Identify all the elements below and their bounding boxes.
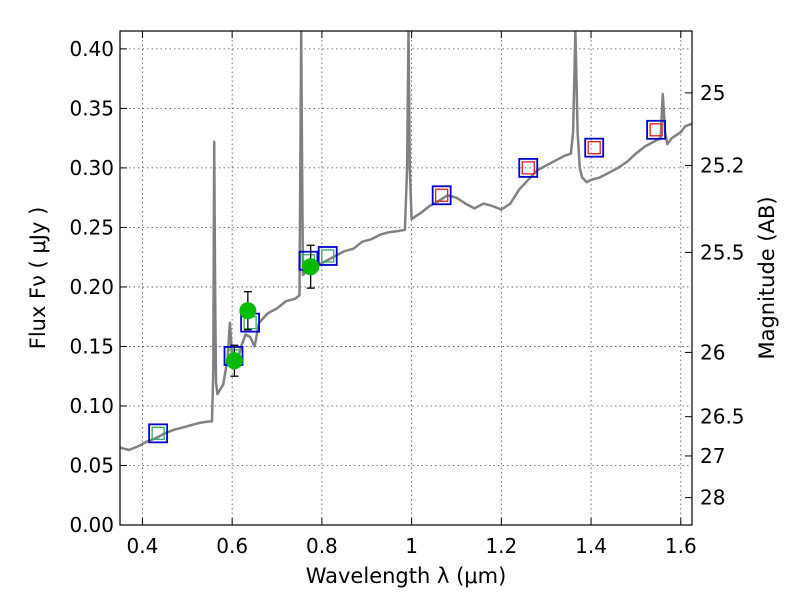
y-tick-label: 0.10 [69,394,114,418]
y-tick-label: 0.25 [69,215,114,239]
y2-tick-label: 25.2 [700,154,745,178]
model-boxes-layer [148,119,667,444]
y2-tick-label: 26 [700,340,725,364]
model-inner-marker [435,188,449,202]
model-inner-marker [649,123,663,137]
sed-spectrum-layer [120,31,692,452]
x-tick-label: 0.6 [216,534,248,558]
axis-ticks: 0.4 0.6 0.8 1 1.2 1.4 1.6 0.00 0.05 0.10 0.15 0.20 0… [69,31,745,558]
y-tick-label: 0.20 [69,275,114,299]
model-box-marker [646,119,667,140]
x-tick-label: 0.4 [127,534,159,558]
y2-tick-label: 25.5 [700,240,745,264]
x-tick-label: 1 [405,534,418,558]
model-inner-marker [587,141,601,155]
y2-tick-label: 28 [700,486,725,510]
y-axis-title: Flux Fν ( μJy ) [26,207,50,350]
photometry-point [239,302,257,320]
model-inner-marker [151,426,165,440]
x-tick-label: 0.8 [306,534,338,558]
y-tick-label: 0.30 [69,156,114,180]
model-box-marker [518,157,539,178]
y2-axis-title: Magnitude (AB) [755,196,779,359]
photometry-point [302,258,320,276]
sed-spectrum-line [120,31,692,452]
y-tick-label: 0.15 [69,334,114,358]
model-box-marker [148,423,169,444]
model-inner-marker [321,249,335,263]
grid-lines [120,31,692,526]
model-box-marker [317,246,338,266]
model-box-marker [431,185,452,206]
y2-tick-label: 25 [700,81,725,105]
x-tick-label: 1.4 [575,534,607,558]
y-tick-label: 0.00 [69,513,114,537]
y-tick-label: 0.05 [69,453,114,477]
photometry-layer [225,244,320,377]
plot-frame [119,30,693,526]
x-tick-label: 1.2 [485,534,517,558]
photometry-point [225,352,243,370]
y-tick-label: 0.40 [69,37,114,61]
y2-tick-label: 26.5 [700,405,745,429]
y2-tick-label: 27 [700,444,725,468]
model-inner-marker [521,161,535,175]
x-tick-label: 1.6 [665,534,697,558]
model-box-marker [584,137,605,158]
y-tick-label: 0.35 [69,96,114,120]
x-axis-title: Wavelength λ (μm) [306,564,507,588]
